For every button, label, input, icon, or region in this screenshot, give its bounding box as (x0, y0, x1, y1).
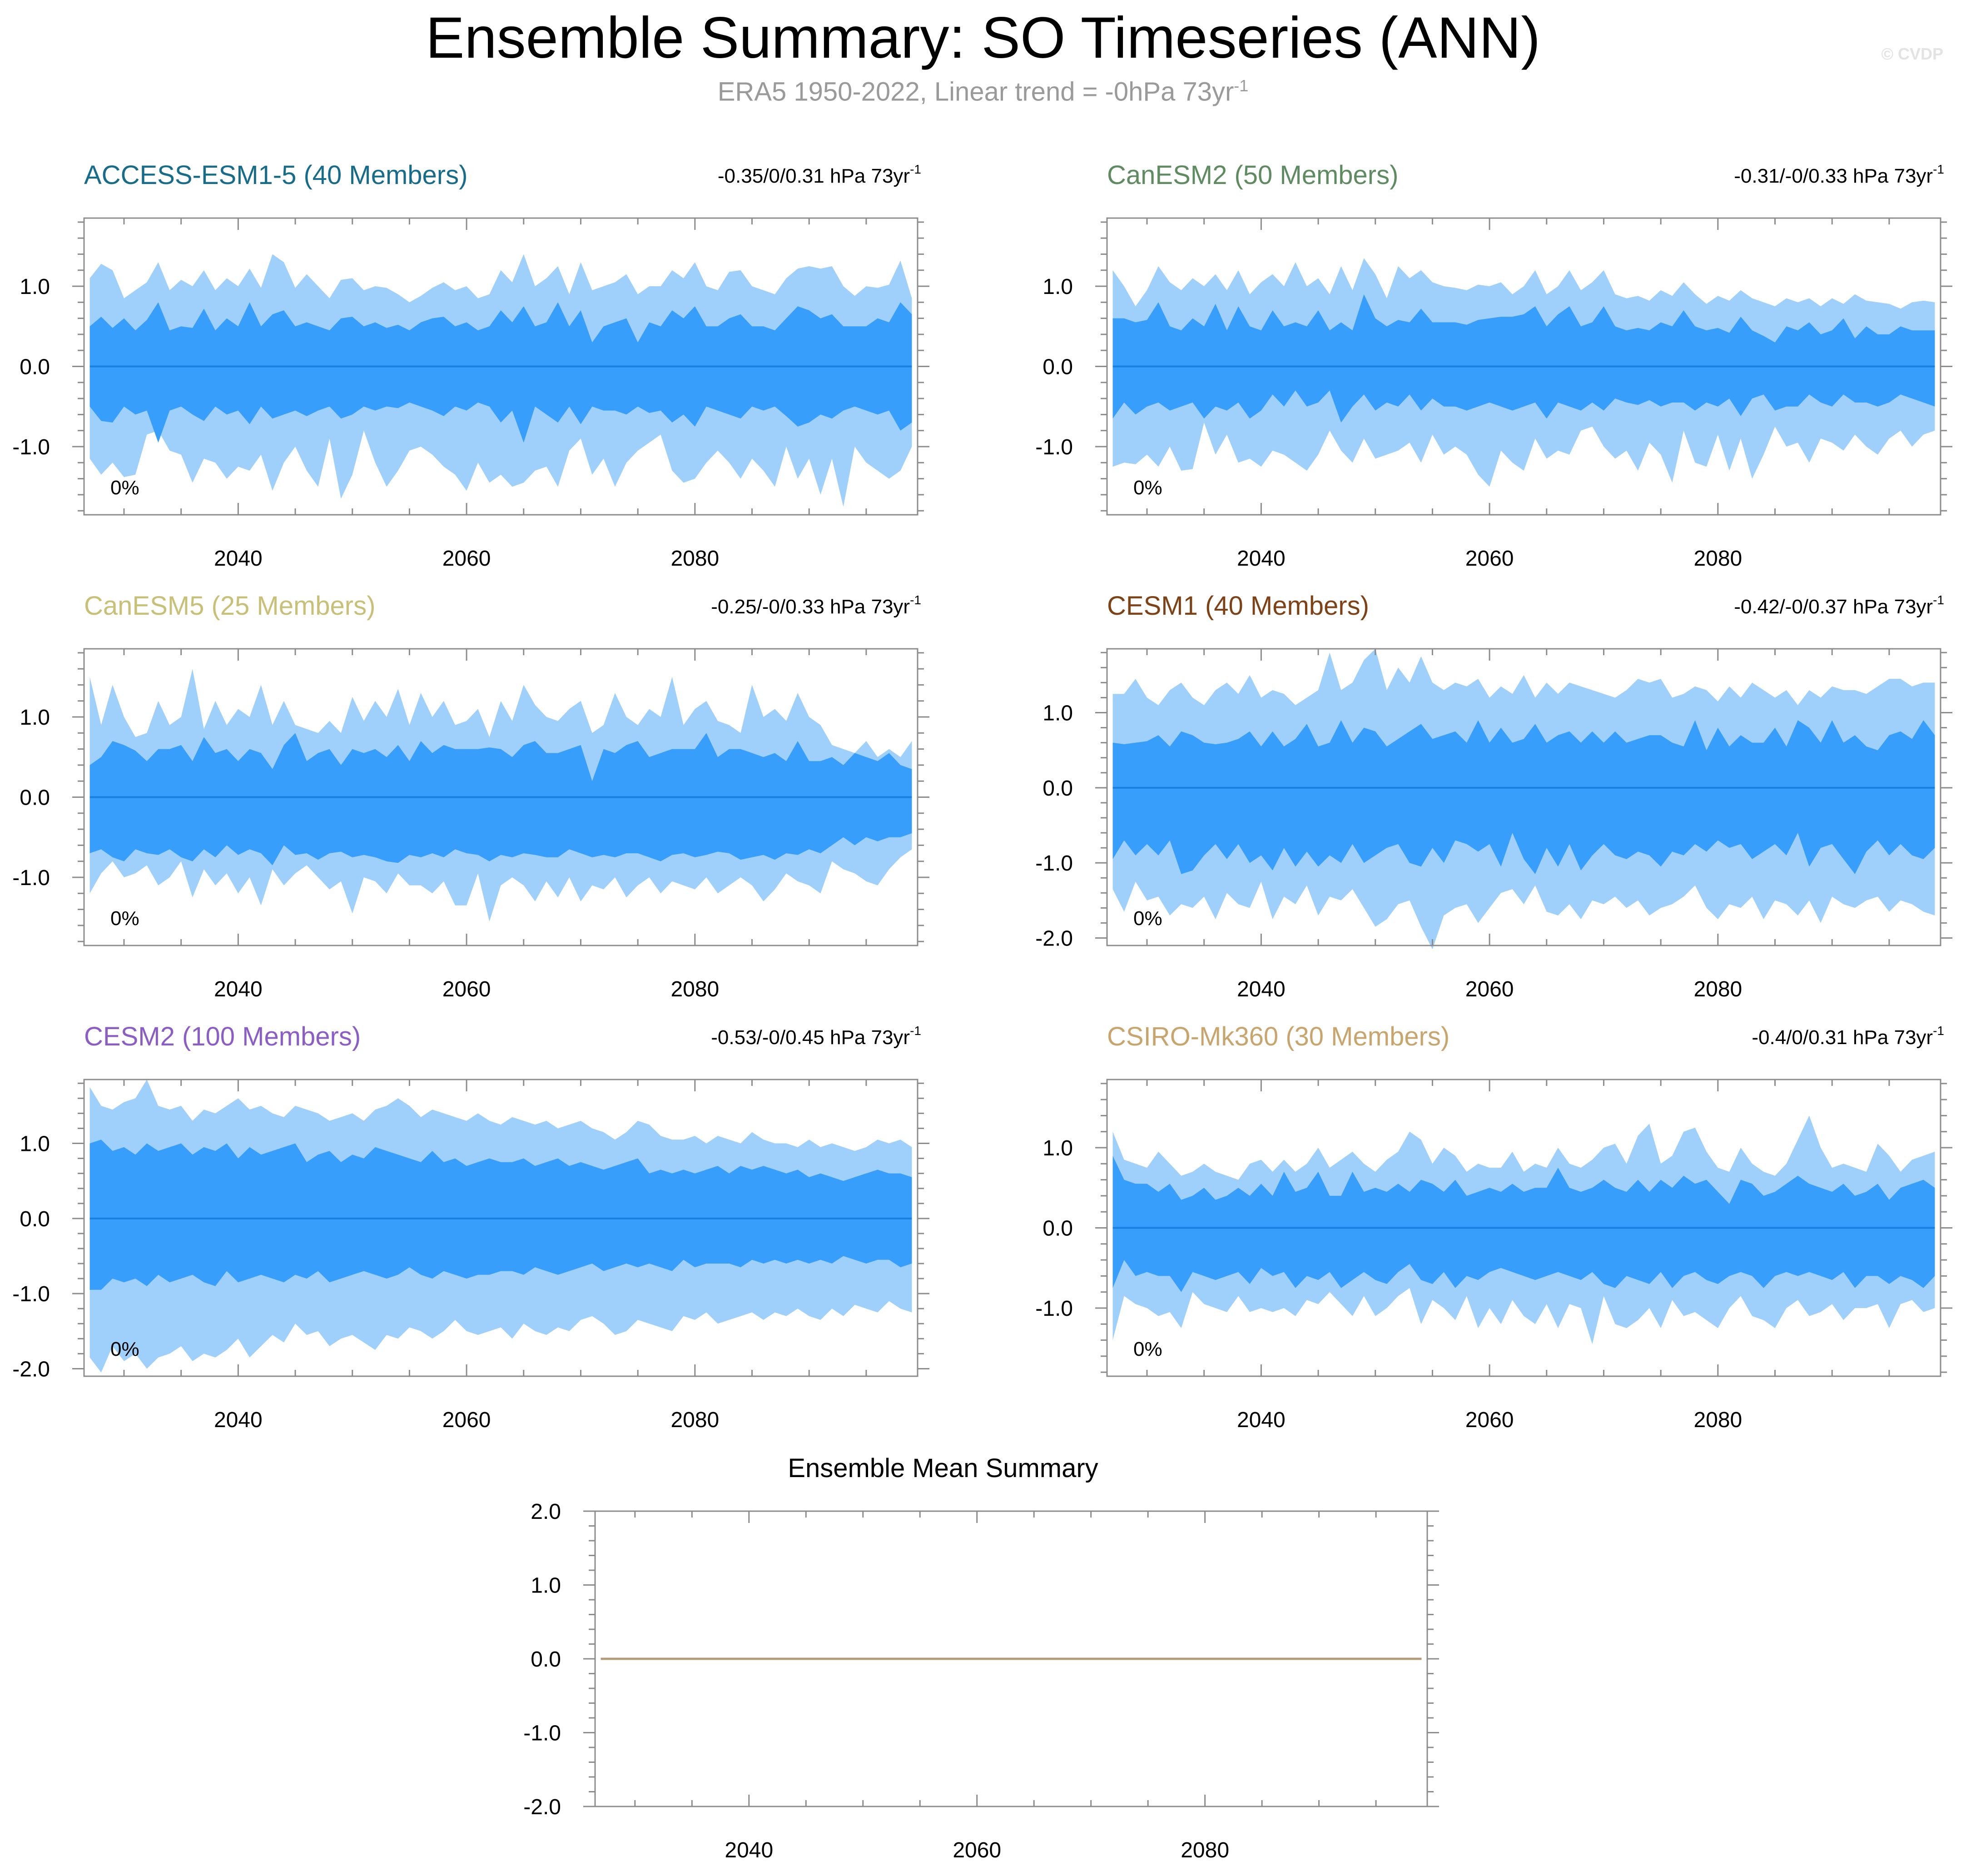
y-tick-label: 2.0 (531, 1500, 561, 1524)
x-tick-label: 2060 (1465, 547, 1514, 571)
cvdp-watermark: © CVDP (1881, 45, 1943, 63)
y-tick-label: 1.0 (1043, 275, 1073, 299)
y-tick-label: 0.0 (20, 355, 50, 379)
x-tick-label: 2080 (1181, 1838, 1229, 1862)
x-tick-label: 2040 (214, 977, 263, 1001)
chart-panel-7: -2.0 -1.0 0.0 1.0 2.0 2040 2060 2080 Ensemble Me… (523, 1453, 1439, 1862)
trend-label-text: -0.31/-0/0.33 hPa 73yr (1734, 165, 1933, 187)
x-tick-label: 2080 (670, 977, 719, 1001)
y-tick-label: 1.0 (20, 1132, 50, 1156)
trend-label-exponent: -1 (1933, 593, 1944, 607)
trend-label: -0.31/-0/0.33 hPa 73yr-1 (1734, 162, 1944, 187)
x-tick-label: 2080 (670, 1408, 719, 1432)
trend-label: -0.4/0/0.31 hPa 73yr-1 (1752, 1024, 1944, 1049)
y-tick-label: -1.0 (1035, 435, 1073, 459)
chart-panel-3: -1.0 0.0 1.0 2040 2060 2080 CanESM5 (25 Member… (12, 591, 929, 1001)
trend-label: -0.25/-0/0.33 hPa 73yr-1 (711, 593, 921, 618)
x-tick-label: 2060 (442, 547, 491, 571)
y-tick-label: -2.0 (1035, 926, 1073, 950)
x-tick-label: 2080 (670, 547, 719, 571)
inner-range-band (1112, 294, 1935, 423)
y-tick-label: -1.0 (1035, 1297, 1073, 1321)
trend-label: -0.35/0/0.31 hPa 73yr-1 (718, 162, 921, 187)
y-tick-label: 0.0 (531, 1647, 561, 1672)
y-tick-label: -1.0 (12, 1282, 50, 1306)
trend-label-exponent: -1 (1933, 162, 1944, 176)
panel-title: CESM2 (100 Members) (84, 1022, 361, 1051)
y-tick-label: -2.0 (12, 1357, 50, 1381)
trend-label-text: -0.35/0/0.31 hPa 73yr (718, 165, 910, 187)
y-tick-label: -1.0 (1035, 851, 1073, 876)
x-tick-label: 2080 (1693, 1408, 1742, 1432)
trend-label-exponent: -1 (1933, 1024, 1944, 1038)
plot-frame (1106, 648, 1941, 946)
inner-range-band (89, 733, 912, 866)
x-tick-label: 2080 (1693, 977, 1742, 1001)
panel-title: CanESM5 (25 Members) (84, 591, 375, 621)
chart-panel-5: -2.0 -1.0 0.0 1.0 2040 2060 2080 CESM2 (100 Mem… (12, 1022, 929, 1432)
x-tick-label: 2040 (214, 547, 263, 571)
subtitle-exponent: -1 (1234, 76, 1249, 95)
percent-label: 0% (110, 907, 139, 930)
y-tick-label: 0.0 (1043, 776, 1073, 801)
y-tick-label: 1.0 (531, 1574, 561, 1598)
percent-label: 0% (1133, 907, 1162, 930)
inner-range-band (1112, 1155, 1935, 1292)
subtitle-text: ERA5 1950-2022, Linear trend = -0hPa 73y… (717, 77, 1234, 107)
plot-frame (83, 1079, 918, 1377)
figure-title: Ensemble Summary: SO Timeseries (ANN) (426, 5, 1540, 70)
chart-panel-4: -2.0 -1.0 0.0 1.0 2040 2060 2080 CESM1 (40 Memb… (1035, 591, 1952, 1001)
figure-subtitle: ERA5 1950-2022, Linear trend = -0hPa 73y… (0, 76, 1966, 107)
trend-label-exponent: -1 (910, 593, 921, 607)
panel-title: CSIRO-Mk360 (30 Members) (1107, 1022, 1450, 1051)
x-tick-label: 2060 (442, 977, 491, 1001)
y-tick-label: 0.0 (1043, 355, 1073, 379)
y-tick-label: -1.0 (12, 435, 50, 459)
x-tick-label: 2040 (1237, 977, 1286, 1001)
x-tick-label: 2060 (442, 1408, 491, 1432)
percent-label: 0% (110, 1338, 139, 1360)
trend-label-text: -0.53/-0/0.45 hPa 73yr (711, 1026, 910, 1049)
percent-label: 0% (1133, 477, 1162, 499)
x-tick-label: 2040 (1237, 547, 1286, 571)
x-tick-label: 2040 (1237, 1408, 1286, 1432)
x-tick-label: 2060 (1465, 1408, 1514, 1432)
x-tick-label: 2040 (725, 1838, 773, 1862)
trend-label-exponent: -1 (910, 1024, 921, 1038)
trend-label: -0.53/-0/0.45 hPa 73yr-1 (711, 1024, 921, 1049)
y-tick-label: 1.0 (1043, 1136, 1073, 1160)
y-tick-label: 0.0 (1043, 1217, 1073, 1241)
panel-title: Ensemble Mean Summary (788, 1453, 1098, 1483)
inner-range-band (1112, 720, 1935, 874)
percent-label: 0% (1133, 1338, 1162, 1360)
x-tick-label: 2060 (953, 1838, 1001, 1862)
x-tick-label: 2060 (1465, 977, 1514, 1001)
chart-panel-1: -1.0 0.0 1.0 2040 2060 2080 ACCESS-ESM1-5 (40 … (12, 160, 929, 571)
panel-title: CanESM2 (50 Members) (1107, 160, 1398, 190)
panel-title: ACCESS-ESM1-5 (40 Members) (84, 160, 467, 190)
x-tick-label: 2080 (1693, 547, 1742, 571)
percent-label: 0% (110, 477, 139, 499)
trend-label-text: -0.4/0/0.31 hPa 73yr (1752, 1026, 1933, 1049)
y-tick-label: 0.0 (20, 786, 50, 810)
y-tick-label: 0.0 (20, 1207, 50, 1231)
chart-panel-6: -1.0 0.0 1.0 2040 2060 2080 CSIRO-Mk360 (30 Me… (1035, 1022, 1952, 1432)
panel-title: CESM1 (40 Members) (1107, 591, 1369, 621)
trend-label-exponent: -1 (910, 162, 921, 176)
y-tick-label: 1.0 (1043, 702, 1073, 726)
inner-range-band (89, 302, 912, 443)
inner-range-band (89, 1140, 912, 1290)
chart-panel-2: -1.0 0.0 1.0 2040 2060 2080 CanESM2 (50 Member… (1035, 160, 1952, 571)
trend-label: -0.42/-0/0.37 hPa 73yr-1 (1734, 593, 1944, 618)
y-tick-label: -1.0 (523, 1722, 561, 1746)
y-tick-label: 1.0 (20, 275, 50, 299)
y-tick-label: -1.0 (12, 866, 50, 890)
y-tick-label: -2.0 (523, 1795, 561, 1819)
x-tick-label: 2040 (214, 1408, 263, 1432)
trend-label-text: -0.42/-0/0.37 hPa 73yr (1734, 596, 1933, 618)
y-tick-label: 1.0 (20, 706, 50, 730)
trend-label-text: -0.25/-0/0.33 hPa 73yr (711, 596, 910, 618)
